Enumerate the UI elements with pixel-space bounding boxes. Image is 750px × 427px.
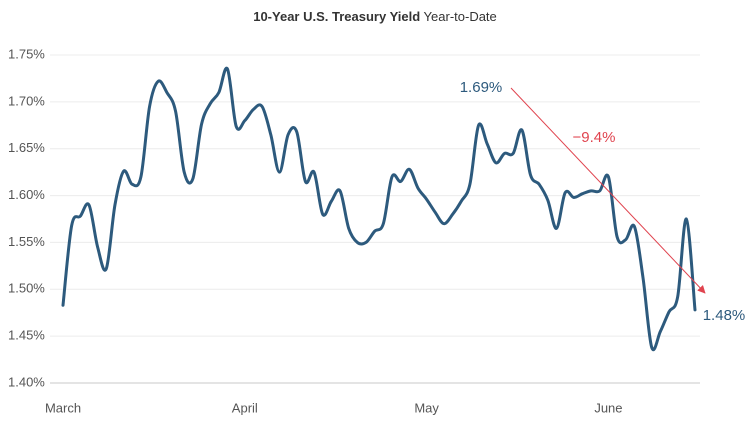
x-tick-label: March [45, 400, 81, 415]
x-tick-label: June [594, 400, 622, 415]
x-tick-label: April [232, 400, 258, 415]
start-label: 1.69% [460, 79, 503, 96]
x-tick-label: May [414, 400, 439, 415]
y-tick-label: 1.45% [8, 328, 45, 343]
chart-heading: 10-Year U.S. Treasury Yield Year-to-Date [253, 9, 497, 24]
chart-subtitle: Year-to-Date [424, 9, 497, 24]
y-tick-label: 1.60% [8, 187, 45, 202]
end-label: 1.48% [703, 307, 746, 324]
y-tick-label: 1.40% [8, 374, 45, 389]
change-label: −9.4% [573, 129, 616, 146]
y-tick-label: 1.55% [8, 234, 45, 249]
y-tick-label: 1.65% [8, 140, 45, 155]
change-arrow [510, 87, 706, 294]
chart-title: 10-Year U.S. Treasury Yield [253, 9, 420, 24]
line-series [61, 66, 697, 352]
y-tick-label: 1.70% [8, 93, 45, 108]
y-tick-label: 1.75% [8, 46, 45, 61]
y-tick-label: 1.50% [8, 281, 45, 296]
